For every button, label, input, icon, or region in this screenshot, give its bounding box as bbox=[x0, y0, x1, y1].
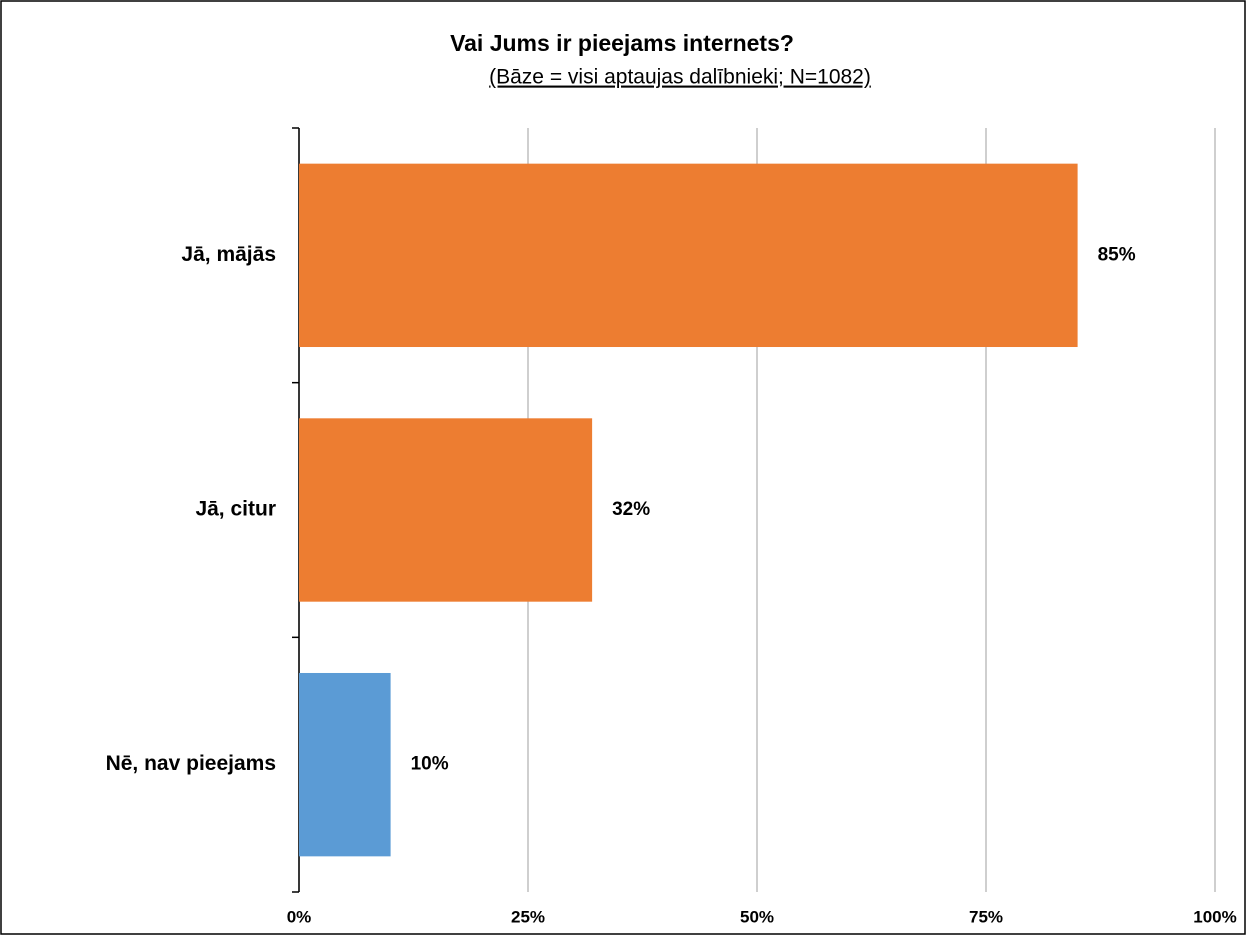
value-label: 10% bbox=[411, 754, 449, 775]
x-tick-label: 0% bbox=[287, 907, 312, 926]
x-tick-label: 50% bbox=[740, 907, 774, 926]
chart-title: Vai Jums ir pieejams internets? bbox=[450, 30, 794, 56]
value-label: 85% bbox=[1098, 244, 1136, 265]
y-tick-label: Jā, mājās bbox=[181, 243, 276, 266]
x-tick-label: 75% bbox=[969, 907, 1003, 926]
chart-subtitle: (Bāze = visi aptaujas dalībnieki; N=1082… bbox=[489, 66, 871, 89]
value-label: 32% bbox=[612, 499, 650, 520]
x-tick-label: 100% bbox=[1193, 907, 1236, 926]
y-tick-label: Nē, nav pieejams bbox=[106, 752, 276, 775]
bar bbox=[299, 672, 391, 857]
bar bbox=[299, 418, 593, 602]
bar bbox=[299, 163, 1078, 348]
x-tick-label: 25% bbox=[511, 907, 545, 926]
y-tick-label: Jā, citur bbox=[195, 498, 276, 521]
